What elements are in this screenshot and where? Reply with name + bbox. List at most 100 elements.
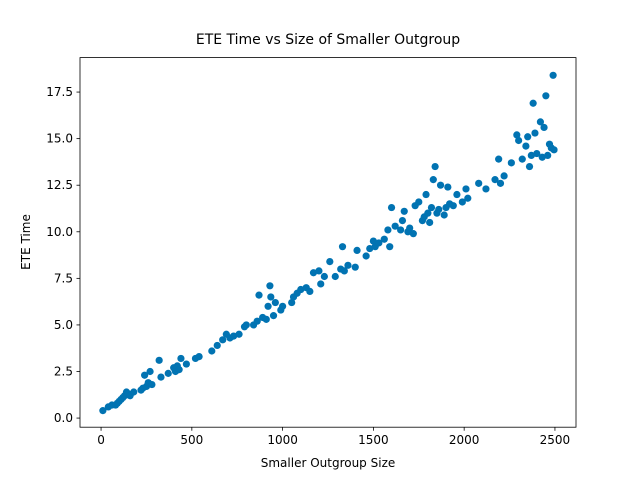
point xyxy=(297,285,305,294)
point xyxy=(449,202,457,210)
point xyxy=(458,198,466,206)
point xyxy=(518,155,526,163)
point xyxy=(267,293,275,301)
point xyxy=(496,179,505,187)
x-tick-label: 1000 xyxy=(267,433,298,447)
point xyxy=(495,155,503,163)
point xyxy=(344,261,352,269)
point xyxy=(175,366,183,374)
point xyxy=(549,71,557,79)
x-tick-label: 2500 xyxy=(540,433,571,447)
point xyxy=(262,315,270,323)
point xyxy=(353,246,361,255)
x-tick-label: 0 xyxy=(97,433,105,447)
point xyxy=(266,282,274,290)
point xyxy=(533,149,541,158)
point xyxy=(522,142,530,150)
x-tick-label: 1500 xyxy=(358,433,389,447)
point xyxy=(242,321,250,329)
point xyxy=(306,287,314,295)
point xyxy=(525,162,534,171)
point xyxy=(264,302,272,310)
point xyxy=(398,217,407,225)
point xyxy=(340,267,348,275)
y-tick-label: 7.5 xyxy=(54,271,73,285)
point xyxy=(320,272,328,281)
point xyxy=(315,267,323,275)
point xyxy=(384,226,392,234)
point xyxy=(542,92,550,100)
point xyxy=(208,347,216,355)
y-tick-label: 15.0 xyxy=(46,132,73,146)
point xyxy=(317,280,325,288)
point xyxy=(387,203,396,212)
point xyxy=(431,162,439,171)
point xyxy=(464,194,472,202)
point xyxy=(409,230,417,238)
chart-title: ETE Time vs Size of Smaller Outgroup xyxy=(196,32,460,48)
point xyxy=(540,123,548,132)
point xyxy=(462,185,470,193)
point xyxy=(380,235,388,243)
x-tick-label: 500 xyxy=(180,433,203,447)
point xyxy=(507,159,515,167)
point xyxy=(544,151,552,160)
point xyxy=(229,332,238,340)
point xyxy=(182,360,190,368)
point xyxy=(415,198,423,206)
point xyxy=(99,407,107,415)
point xyxy=(235,330,243,338)
point xyxy=(146,367,154,376)
point xyxy=(164,369,172,377)
point xyxy=(436,181,445,189)
y-axis-label: ETE Time xyxy=(19,214,33,270)
point xyxy=(538,153,546,161)
point xyxy=(426,218,434,227)
point xyxy=(435,205,443,214)
point xyxy=(386,243,394,251)
point xyxy=(482,185,490,193)
point xyxy=(453,190,461,199)
point xyxy=(148,380,156,389)
point xyxy=(288,298,296,307)
point xyxy=(141,371,149,379)
point xyxy=(279,302,287,310)
point xyxy=(531,129,539,137)
plot-frame xyxy=(79,57,577,428)
point xyxy=(331,272,339,281)
point xyxy=(157,373,165,381)
point xyxy=(177,354,185,363)
point xyxy=(491,176,499,184)
point xyxy=(424,209,432,217)
point xyxy=(366,244,374,253)
point xyxy=(351,263,359,271)
point xyxy=(195,352,203,361)
point xyxy=(475,179,483,187)
y-tick-label: 12.5 xyxy=(46,178,73,192)
point xyxy=(527,151,535,160)
point xyxy=(444,183,452,191)
point xyxy=(422,190,430,199)
point xyxy=(536,118,545,126)
point xyxy=(406,224,414,232)
point xyxy=(529,99,537,107)
point xyxy=(397,226,405,234)
point xyxy=(513,131,521,139)
y-tick-label: 10.0 xyxy=(46,225,73,239)
point xyxy=(130,388,138,396)
y-tick-label: 2.5 xyxy=(54,364,73,378)
point xyxy=(326,257,334,266)
point xyxy=(391,222,399,230)
point xyxy=(219,336,227,344)
point xyxy=(269,312,278,320)
point xyxy=(550,146,558,154)
point xyxy=(524,133,532,141)
point xyxy=(338,243,347,251)
x-axis-label: Smaller Outgroup Size xyxy=(261,456,396,470)
y-tick-label: 5.0 xyxy=(54,318,73,332)
point xyxy=(213,341,221,350)
point xyxy=(255,291,263,299)
x-tick-label: 2000 xyxy=(449,433,480,447)
point xyxy=(155,356,163,364)
y-tick-label: 0.0 xyxy=(54,411,73,425)
